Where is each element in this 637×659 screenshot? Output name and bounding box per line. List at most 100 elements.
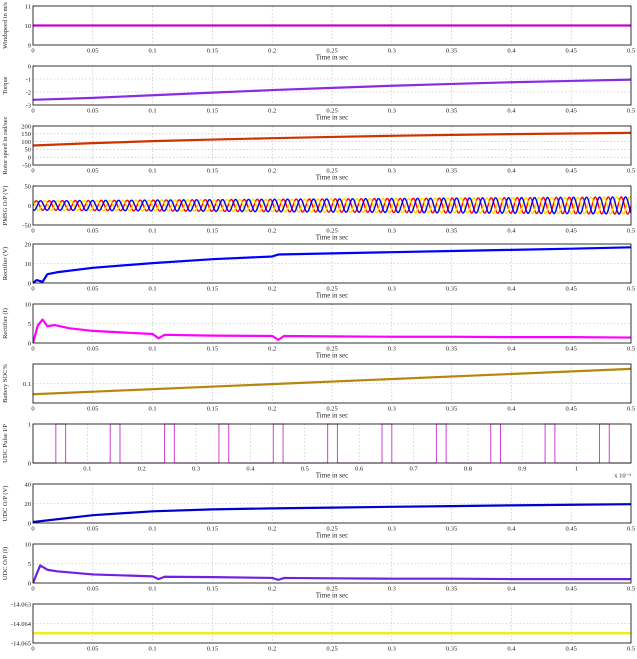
x-tick-label: 0.2	[268, 286, 276, 293]
x-tick-label: 0.4	[507, 526, 516, 533]
x-tick-label: 0.5	[627, 346, 635, 353]
plot-frame	[32, 603, 632, 644]
x-axis-label: Time in sec	[316, 292, 348, 300]
x-tick-label: 0.5	[627, 286, 635, 293]
y-tick-label: -1	[26, 76, 31, 83]
x-tick-label: 0.45	[566, 168, 577, 175]
x-tick-label: 0	[31, 406, 34, 413]
x-tick-label: 0.35	[446, 108, 457, 115]
chart-panel-5: 0 0.05 0.1 0.15 0.2 0.25 0.3 0.35 0.4 0.45 0.5 0 10 2…	[0, 240, 637, 300]
chart-panel-4: 0 0.05 0.1 0.15 0.2 0.25 0.3 0.35 0.4 0.45 0.5 -50 0…	[0, 182, 637, 241]
series-line-pulse	[33, 423, 631, 464]
x-axis-label: Time in sec	[316, 592, 348, 600]
x-tick-label: 0.25	[326, 646, 337, 653]
x-tick-label: 0.05	[87, 646, 98, 653]
series-line	[33, 246, 631, 284]
y-tick-label: 0	[28, 580, 31, 587]
x-tick-label: 0.35	[446, 526, 457, 533]
y-tick-label: 50	[25, 147, 32, 154]
chart-panel-11: 0 0.05 0.1 0.15 0.2 0.25 0.3 0.35 0.4 0.45 0.5 -14.…	[0, 600, 637, 658]
x-tick-label: 0	[31, 108, 34, 115]
x-tick-label: 0.15	[207, 286, 218, 293]
chart-panel-3: 0 0.05 0.1 0.15 0.2 0.25 0.3 0.35 0.4 0.45 0.5 -50 0…	[0, 116, 637, 181]
y-tick-label: 0	[28, 520, 31, 527]
x-tick-label: 0.1	[149, 406, 157, 413]
x-tick-label: 0.15	[207, 168, 218, 175]
y-tick-label: 200	[21, 123, 31, 130]
x-tick-label: 0.25	[326, 526, 337, 533]
x-tick-label: 0.2	[268, 646, 276, 653]
x-tick-label: 0.15	[207, 586, 218, 593]
x-tick-label: 0	[31, 286, 34, 293]
plot-frame	[32, 363, 632, 404]
series-line	[33, 367, 631, 396]
x-tick-label: 0.4	[507, 168, 516, 175]
x-tick-label: 0	[31, 646, 34, 653]
x-tick-label: 0.25	[326, 346, 337, 353]
chart-panel-7: 0 0.05 0.1 0.15 0.2 0.25 0.3 0.35 0.4 0.45 0.5 0.1 T…	[0, 360, 637, 420]
x-tick-label: 0.1	[83, 466, 91, 473]
x-tick-label: 0.5	[627, 646, 635, 653]
y-axis-label: PMSG O/P (V)	[2, 186, 9, 226]
plot-frame	[32, 423, 632, 464]
x-tick-label: 0.4	[507, 346, 516, 353]
chart-svg: 0 0.05 0.1 0.15 0.2 0.25 0.3 0.35 0.4 0.45 0.5 9 10 1…	[2, 2, 635, 62]
x-tick-label: 0.35	[446, 406, 457, 413]
y-tick-label: 0	[28, 155, 31, 162]
y-axis-label: UDC O/P (I)	[2, 547, 9, 580]
y-axis-label: Rectifier (I)	[2, 308, 9, 339]
x-tick-label: 0.45	[566, 346, 577, 353]
x-tick-label: 0.3	[388, 168, 396, 175]
x-tick-label: 0.1	[149, 48, 157, 55]
y-tick-label: 40	[25, 481, 32, 488]
x-tick-label: 0.2	[268, 406, 276, 413]
x-tick-label: 0.4	[246, 466, 255, 473]
x-tick-label: 0.1	[149, 108, 157, 115]
y-tick-label: 0	[28, 63, 31, 70]
chart-panel-10: 0 0.05 0.1 0.15 0.2 0.25 0.3 0.35 0.4 0.45 0.5 0 5 10…	[0, 540, 637, 600]
plot-frame	[32, 185, 632, 226]
x-tick-label: 0.5	[301, 466, 309, 473]
chart-panel-2: 0 0.05 0.1 0.15 0.2 0.25 0.3 0.35 0.4 0.45 0.5 -3 -2…	[0, 62, 637, 121]
x-tick-label: 0.4	[507, 586, 516, 593]
y-tick-label: 10	[25, 23, 32, 30]
series-line	[33, 78, 631, 101]
x-tick-label: 0.35	[446, 228, 457, 235]
x-tick-label: 0.15	[207, 526, 218, 533]
x-tick-label: 0.15	[207, 228, 218, 235]
x-tick-label: 0.1	[149, 586, 157, 593]
series-line-phase-1	[33, 196, 631, 215]
chart-panel-6: 0 0.05 0.1 0.15 0.2 0.25 0.3 0.35 0.4 0.45 0.5 0 5 10…	[0, 300, 637, 359]
x-tick-label: 0.3	[388, 286, 396, 293]
y-tick-label: 0	[28, 203, 31, 210]
chart-svg: 0 0.05 0.1 0.15 0.2 0.25 0.3 0.35 0.4 0.45 0.5 0 20 4…	[2, 481, 635, 539]
x-tick-label: 0.35	[446, 646, 457, 653]
x-tick-label: 0.3	[388, 646, 396, 653]
x-tick-label: 0.3	[388, 526, 396, 533]
y-tick-label: -3	[26, 102, 31, 109]
x-tick-label: 0.2	[268, 48, 276, 55]
x-tick-label: 0.05	[87, 108, 98, 115]
x-tick-label: 0	[31, 346, 34, 353]
x-tick-label: 0.2	[268, 346, 276, 353]
x-tick-label: 0	[31, 168, 34, 175]
series-line	[33, 318, 631, 344]
x-tick-label: 0.35	[446, 346, 457, 353]
y-tick-label: -50	[22, 222, 31, 229]
x-tick-label: 1	[575, 466, 578, 473]
x-axis-label: Time in sec	[316, 472, 348, 480]
x-tick-label: 0.1	[149, 346, 157, 353]
x-tick-label: 0.3	[388, 108, 396, 115]
chart-svg: 0.1 0.2 0.3 0.4 0.5 0.6 0.7 0.8 0.9 1 0 1 Time in se…	[2, 421, 632, 480]
x-tick-label: 0.45	[566, 286, 577, 293]
series-line	[33, 131, 631, 147]
y-tick-label: 20	[25, 501, 32, 508]
y-tick-label: 5	[28, 561, 31, 568]
x-tick-label: 0.9	[518, 466, 526, 473]
x-tick-label: 0.45	[566, 526, 577, 533]
y-tick-label: -2	[26, 89, 31, 96]
y-axis-label: Rectifier (V)	[2, 247, 9, 280]
y-tick-label: 10	[25, 541, 32, 548]
y-tick-label: 0	[28, 340, 31, 347]
x-tick-label: 0.45	[566, 646, 577, 653]
